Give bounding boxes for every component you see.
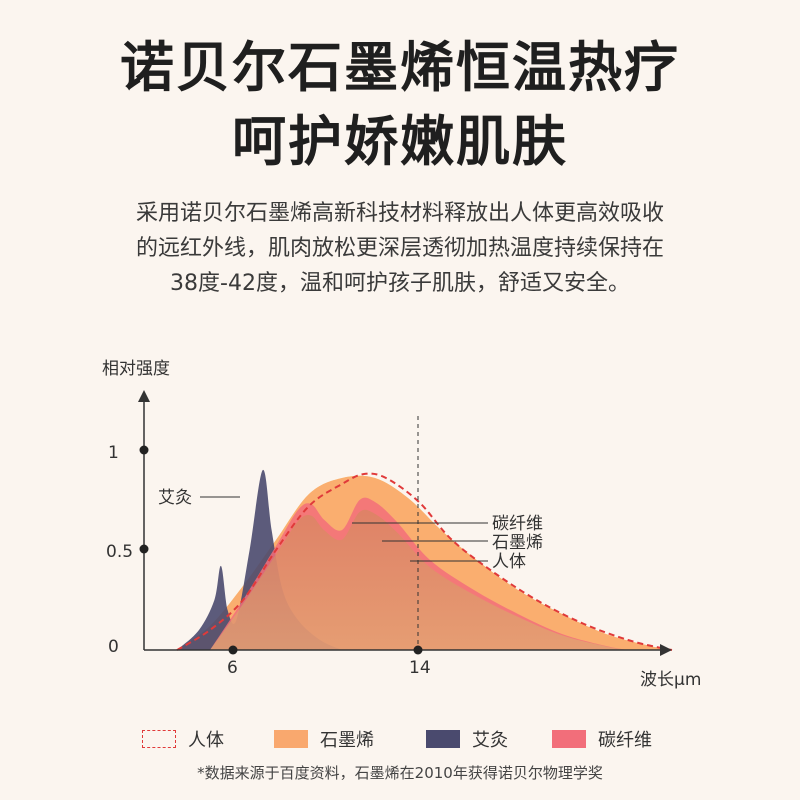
annotation-renti: 人体	[492, 552, 526, 572]
legend-swatch-shimoxi	[274, 730, 308, 748]
y-axis-arrow	[138, 390, 150, 402]
legend-item-shimoxi: 石墨烯	[274, 724, 374, 754]
legend: 人体 石墨烯 艾灸 碳纤维	[0, 724, 800, 754]
annotation-tanxianwei: 碳纤维	[492, 514, 543, 534]
page-title-line2: 呵护娇嫩肌肤	[232, 110, 568, 173]
series-area-aijiu	[177, 469, 342, 650]
y-axis-label: 相对强度	[102, 359, 170, 379]
series-area-inner-shade	[210, 509, 628, 650]
legend-swatch-renti	[142, 730, 176, 748]
y-tick-label-0: 0	[108, 637, 119, 657]
legend-label-renti: 人体	[188, 730, 224, 751]
description-line-3: 38度-42度，温和呵护孩子肌肤，舒适又安全。	[170, 271, 630, 296]
legend-item-tanxianwei: 碳纤维	[552, 724, 652, 754]
legend-swatch-aijiu	[426, 730, 460, 748]
x-tick-dot-14	[413, 645, 423, 655]
page-title-line1: 诺贝尔石墨烯恒温热疗	[120, 36, 680, 99]
legend-item-renti: 人体	[142, 724, 224, 754]
legend-label-aijiu: 艾灸	[472, 730, 508, 751]
y-tick-dot-05	[139, 544, 149, 554]
y-tick-dot-1	[139, 445, 149, 455]
x-tick-dot-6	[228, 645, 238, 655]
description: 采用诺贝尔石墨烯高新科技材料释放出人体更高效吸收 的远红外线，肌肉放松更深层透彻…	[80, 196, 720, 301]
annotation-shimoxi: 石墨烯	[492, 533, 543, 553]
description-line-1: 采用诺贝尔石墨烯高新科技材料释放出人体更高效吸收	[135, 201, 664, 226]
y-tick-label-1: 1	[108, 443, 119, 463]
wavelength-intensity-chart: 相对强度 波长μm 1 0.5 0 6 14 艾灸 碳纤维 石墨烯 人体	[102, 359, 701, 690]
legend-item-aijiu: 艾灸	[426, 724, 508, 754]
y-tick-label-05: 0.5	[106, 542, 133, 562]
legend-swatch-tanxianwei	[552, 730, 586, 748]
x-tick-label-6: 6	[227, 658, 238, 678]
legend-label-tanxianwei: 碳纤维	[598, 730, 652, 751]
series-layer	[176, 469, 673, 651]
x-tick-label-14: 14	[409, 658, 431, 678]
legend-label-shimoxi: 石墨烯	[320, 730, 374, 751]
description-line-2: 的远红外线，肌肉放松更深层透彻加热温度持续保持在	[135, 236, 664, 261]
series-line-renti	[176, 472, 673, 651]
axis-layer: 相对强度 波长μm 1 0.5 0 6 14 艾灸 碳纤维 石墨烯 人体	[102, 359, 701, 690]
annotation-aijiu: 艾灸	[158, 488, 192, 508]
x-axis-label: 波长μm	[640, 670, 701, 690]
footnote: *数据来源于百度资料，石墨烯在2010年获得诺贝尔物理学奖	[197, 764, 603, 782]
x-axis-arrow	[660, 644, 672, 656]
